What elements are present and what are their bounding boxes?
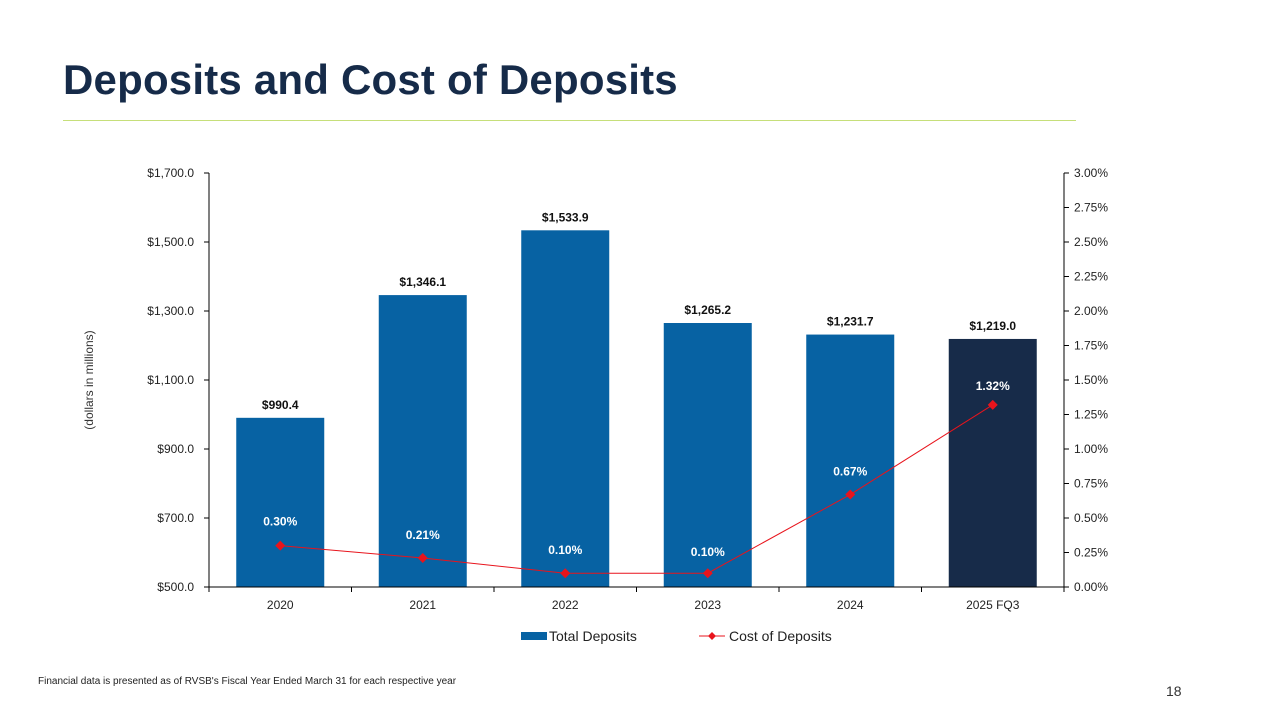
bar-2022 <box>521 230 610 587</box>
y-tick-label-right: 0.25% <box>1074 546 1108 560</box>
cost-point-2025-fq3 <box>987 399 998 410</box>
y-tick-label-right: 1.75% <box>1074 339 1108 353</box>
y-tick-label-left: $500.0 <box>157 580 194 594</box>
x-tick-label: 2021 <box>409 598 436 612</box>
footnote: Financial data is presented as of RVSB's… <box>38 676 457 687</box>
line-value-label: 0.10% <box>691 545 725 559</box>
title-divider <box>63 120 1076 121</box>
y-tick-label-left: $1,100.0 <box>147 373 194 387</box>
line-value-label: 0.21% <box>406 528 440 542</box>
cost-point-2020 <box>275 540 286 551</box>
y-tick-label-left: $1,500.0 <box>147 235 194 249</box>
legend-marker-cost-of-deposits <box>708 632 716 640</box>
y-tick-label-left: $700.0 <box>157 511 194 525</box>
line-value-label: 0.30% <box>263 515 297 529</box>
line-value-label: 0.10% <box>548 543 582 557</box>
x-tick-label: 2024 <box>837 598 864 612</box>
y-tick-label-right: 1.50% <box>1074 373 1108 387</box>
y-tick-label-right: 1.00% <box>1074 442 1108 456</box>
cost-point-2021 <box>417 553 428 564</box>
y-tick-label-right: 2.75% <box>1074 201 1108 215</box>
line-value-label: 0.67% <box>833 465 867 479</box>
y-tick-label-left: $900.0 <box>157 442 194 456</box>
y-tick-label-right: 2.25% <box>1074 270 1108 284</box>
slide-title: Deposits and Cost of Deposits <box>63 56 678 103</box>
line-value-label: 1.32% <box>976 379 1010 393</box>
y-tick-label-right: 2.00% <box>1074 304 1108 318</box>
bar-value-label: $990.4 <box>262 398 299 412</box>
legend-swatch-total-deposits <box>521 632 547 640</box>
bar-2023 <box>663 323 752 587</box>
y-tick-label-right: 0.75% <box>1074 477 1108 491</box>
bar-value-label: $1,219.0 <box>969 319 1016 333</box>
y-tick-label-right: 2.50% <box>1074 235 1108 249</box>
x-tick-label: 2022 <box>552 598 579 612</box>
bar-value-label: $1,231.7 <box>827 315 874 329</box>
y-axis-title: (dollars in millions) <box>82 330 96 429</box>
bar-2020 <box>236 417 325 587</box>
legend-label-cost-of-deposits: Cost of Deposits <box>729 628 832 644</box>
y-tick-label-left: $1,700.0 <box>147 166 194 180</box>
y-tick-label-left: $1,300.0 <box>147 304 194 318</box>
bar-value-label: $1,533.9 <box>542 210 589 224</box>
bar-2021 <box>378 295 467 587</box>
y-tick-label-right: 0.00% <box>1074 580 1108 594</box>
page-number: 18 <box>1166 683 1182 699</box>
x-tick-label: 2025 FQ3 <box>966 598 1020 612</box>
bar-value-label: $1,265.2 <box>684 303 731 317</box>
cost-point-2024 <box>845 489 856 500</box>
bar-2024 <box>806 334 895 587</box>
cost-point-2022 <box>560 568 571 579</box>
legend-label-total-deposits: Total Deposits <box>549 628 637 644</box>
cost-point-2023 <box>702 568 713 579</box>
x-tick-label: 2020 <box>267 598 294 612</box>
y-tick-label-right: 3.00% <box>1074 166 1108 180</box>
y-tick-label-right: 0.50% <box>1074 511 1108 525</box>
y-tick-label-right: 1.25% <box>1074 408 1108 422</box>
x-tick-label: 2023 <box>694 598 721 612</box>
cost-of-deposits-line <box>280 404 994 574</box>
bar-value-label: $1,346.1 <box>399 275 446 289</box>
bar-2025-fq3 <box>948 338 1037 587</box>
